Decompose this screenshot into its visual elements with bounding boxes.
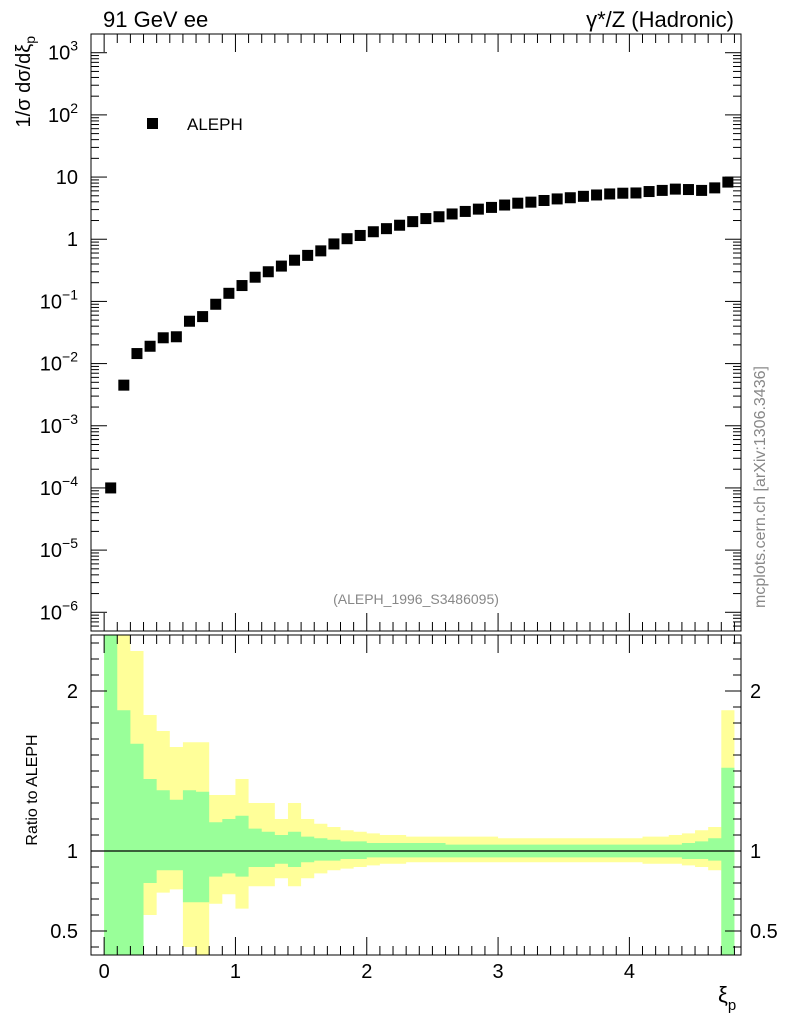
data-point bbox=[289, 254, 301, 266]
main-y-tick-label: 10−3 bbox=[40, 411, 78, 438]
main-x-axis bbox=[103, 34, 735, 631]
data-point bbox=[486, 201, 498, 213]
main-y-axis: 10−6 10−5 10−4 10−3 10−2 10−1 1 10 102 103 bbox=[40, 33, 741, 632]
main-y-tick-label: 102 bbox=[48, 100, 78, 127]
data-point bbox=[669, 183, 681, 195]
data-point bbox=[197, 311, 209, 323]
data-point bbox=[131, 348, 143, 360]
main-y-tick-label: 10−1 bbox=[40, 286, 78, 313]
data-point bbox=[236, 280, 248, 292]
data-point bbox=[394, 219, 406, 231]
data-point bbox=[682, 184, 694, 196]
data-point bbox=[170, 331, 182, 343]
side-watermark: mcplots.cern.ch [arXiv:1306.3436] bbox=[752, 366, 769, 608]
data-point bbox=[183, 315, 195, 327]
data-point bbox=[709, 182, 721, 194]
data-point bbox=[538, 194, 550, 206]
ratio-y-tick-label-right: 1 bbox=[750, 841, 761, 863]
ratio-y-axis-title: Ratio to ALEPH bbox=[24, 734, 41, 845]
data-point bbox=[302, 249, 314, 261]
data-point bbox=[564, 192, 576, 204]
ratio-y-tick-label: 0.5 bbox=[50, 921, 78, 943]
main-panel-frame bbox=[90, 33, 742, 632]
legend-marker bbox=[147, 118, 158, 129]
data-point bbox=[630, 187, 642, 199]
x-tick-label: 0 bbox=[99, 961, 110, 983]
data-point bbox=[105, 482, 117, 494]
main-y-tick-label: 10−5 bbox=[40, 535, 78, 562]
ratio-y-tick-label: 1 bbox=[67, 841, 78, 863]
data-point bbox=[512, 197, 524, 209]
x-tick-label: 4 bbox=[624, 961, 635, 983]
data-point bbox=[328, 238, 340, 250]
ratio-panel-frame bbox=[90, 634, 742, 956]
data-point bbox=[446, 208, 458, 220]
data-point bbox=[341, 233, 353, 245]
data-point bbox=[118, 379, 130, 391]
data-point bbox=[643, 186, 655, 198]
data-point bbox=[249, 271, 261, 283]
header-left-title: 91 GeV ee bbox=[103, 7, 208, 32]
data-point bbox=[223, 287, 235, 299]
ratio-band bbox=[104, 635, 735, 955]
data-point bbox=[656, 184, 668, 196]
data-point bbox=[157, 332, 169, 344]
legend: ALEPH bbox=[147, 115, 243, 134]
legend-label: ALEPH bbox=[187, 115, 243, 134]
data-point bbox=[315, 245, 327, 257]
header-right-title: γ*/Z (Hadronic) bbox=[586, 7, 734, 32]
main-y-tick-label: 103 bbox=[48, 38, 78, 65]
data-point bbox=[367, 226, 379, 238]
ratio-x-axis: 0 1 2 3 4 bbox=[99, 635, 735, 983]
data-point bbox=[591, 189, 603, 201]
data-point bbox=[420, 213, 432, 225]
data-point bbox=[696, 184, 708, 196]
data-point bbox=[551, 193, 563, 205]
data-point bbox=[433, 211, 445, 223]
main-y-tick-label: 10−6 bbox=[40, 597, 78, 624]
analysis-annotation: (ALEPH_1996_S3486095) bbox=[333, 591, 499, 607]
x-tick-label: 3 bbox=[493, 961, 504, 983]
data-point bbox=[354, 229, 366, 241]
data-point bbox=[407, 216, 419, 228]
x-tick-label: 1 bbox=[230, 961, 241, 983]
main-y-tick-label: 1 bbox=[67, 229, 78, 251]
data-point bbox=[144, 340, 156, 352]
x-axis-title: ξp bbox=[718, 982, 736, 1014]
ratio-y-tick-label-right: 2 bbox=[750, 681, 761, 703]
data-point bbox=[380, 223, 392, 235]
data-point bbox=[617, 187, 629, 199]
data-point bbox=[722, 176, 734, 188]
data-point bbox=[262, 266, 274, 278]
data-point bbox=[275, 260, 287, 272]
data-point bbox=[499, 199, 511, 211]
ratio-y-tick-label: 2 bbox=[67, 681, 78, 703]
ratio-y-tick-label-right: 0.5 bbox=[750, 921, 778, 943]
data-point bbox=[604, 188, 616, 200]
main-y-tick-label: 10−2 bbox=[40, 349, 78, 376]
data-point bbox=[459, 205, 471, 217]
main-y-tick-label: 10 bbox=[56, 167, 78, 189]
data-point bbox=[210, 298, 222, 310]
data-point bbox=[472, 203, 484, 215]
data-point bbox=[525, 196, 537, 208]
ratio-panel: 0.5 0.5 1 1 2 2 0 1 2 3 4 Ratio to ALEPH ξp bbox=[24, 634, 778, 1014]
data-points bbox=[105, 176, 734, 494]
data-point bbox=[577, 190, 589, 202]
x-tick-label: 2 bbox=[361, 961, 372, 983]
main-y-axis-title: 1/σ dσ/dξp bbox=[13, 36, 38, 128]
ratio-bands bbox=[104, 635, 735, 955]
main-y-tick-label: 10−4 bbox=[40, 473, 78, 500]
